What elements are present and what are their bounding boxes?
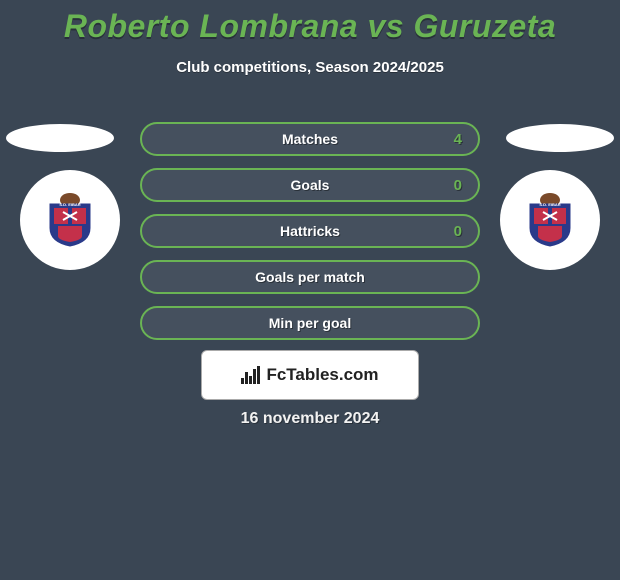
stat-value-right: 4 (454, 131, 462, 148)
stat-value-right: 0 (454, 177, 462, 194)
stat-label: Matches (282, 131, 338, 147)
stat-row-goals-per-match: Goals per match (140, 260, 480, 294)
date-text: 16 november 2024 (241, 410, 380, 428)
player-avatar-left (6, 124, 114, 152)
team-logo-right: S.D. EIBAR (500, 170, 600, 270)
team-logo-left: S.D. EIBAR (20, 170, 120, 270)
svg-text:S.D. EIBAR: S.D. EIBAR (539, 202, 560, 207)
stat-row-goals: Goals 0 (140, 168, 480, 202)
brand-box[interactable]: FcTables.com (201, 350, 419, 400)
stat-row-min-per-goal: Min per goal (140, 306, 480, 340)
eibar-badge-icon: S.D. EIBAR (526, 192, 574, 248)
page-title: Roberto Lombrana vs Guruzeta (0, 8, 620, 45)
chart-bars-icon (241, 366, 260, 384)
stats-container: Matches 4 Goals 0 Hattricks 0 Goals per … (140, 122, 480, 352)
stat-value-right: 0 (454, 223, 462, 240)
stat-label: Goals (291, 177, 330, 193)
svg-text:S.D. EIBAR: S.D. EIBAR (59, 202, 80, 207)
stat-row-hattricks: Hattricks 0 (140, 214, 480, 248)
eibar-badge-icon: S.D. EIBAR (46, 192, 94, 248)
stat-label: Min per goal (269, 315, 351, 331)
page-subtitle: Club competitions, Season 2024/2025 (0, 59, 620, 76)
player-avatar-right (506, 124, 614, 152)
stat-label: Goals per match (255, 269, 365, 285)
stat-row-matches: Matches 4 (140, 122, 480, 156)
stat-label: Hattricks (280, 223, 340, 239)
brand-name: FcTables.com (266, 365, 378, 385)
